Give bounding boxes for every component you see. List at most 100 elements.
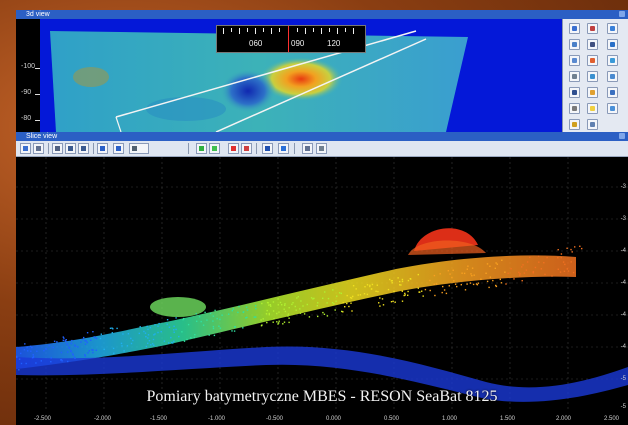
sounding-point	[74, 357, 76, 360]
pointer-icon[interactable]	[569, 71, 580, 82]
terrain-icon[interactable]	[587, 87, 598, 98]
sounding-point	[84, 343, 87, 345]
light-icon[interactable]	[569, 119, 580, 130]
cursor-icon[interactable]	[316, 143, 327, 154]
sounding-point	[168, 342, 170, 344]
3d-view-titlebar[interactable]: 3d view	[16, 10, 628, 19]
pan-icon[interactable]	[569, 39, 580, 50]
sounding-point	[538, 261, 540, 263]
save-view-icon[interactable]	[607, 87, 618, 98]
info-icon[interactable]	[302, 143, 313, 154]
sounding-point	[272, 310, 275, 312]
sounding-point	[540, 268, 542, 270]
sounding-point	[24, 343, 26, 345]
grid-icon[interactable]	[569, 87, 580, 98]
view-icon[interactable]	[607, 23, 618, 34]
y-tick-label: -4	[620, 312, 626, 318]
x-tick-label: -2.500	[34, 416, 52, 422]
sounding-point	[392, 300, 394, 302]
sounding-point	[390, 301, 393, 303]
sounding-point	[212, 315, 215, 317]
sounding-point	[283, 321, 286, 323]
sounding-point	[74, 345, 77, 347]
print-icon[interactable]	[33, 143, 44, 154]
sounding-point	[349, 296, 352, 299]
sounding-point	[322, 297, 324, 299]
sounding-point	[317, 315, 319, 318]
sounding-point	[279, 301, 282, 304]
display-mode-dropdown[interactable]	[129, 143, 149, 154]
animate-icon[interactable]	[607, 103, 618, 114]
sounding-point	[122, 333, 124, 335]
filter-green-icon[interactable]	[196, 143, 207, 154]
sounding-point	[212, 327, 215, 330]
sounding-point	[268, 312, 270, 315]
filter-green-alt-icon[interactable]	[209, 143, 220, 154]
sounding-point	[284, 303, 286, 305]
select-icon[interactable]	[52, 143, 63, 154]
sounding-point	[26, 346, 28, 349]
sounding-point	[183, 340, 186, 342]
settings-icon[interactable]	[587, 119, 598, 130]
compass-label: 060	[249, 39, 263, 48]
sounding-point	[272, 301, 275, 303]
crosshair-icon[interactable]	[278, 143, 289, 154]
sounding-point	[175, 317, 177, 319]
bulb-icon[interactable]	[587, 103, 598, 114]
sounding-point	[519, 274, 521, 276]
sounding-point	[348, 305, 350, 308]
sounding-point	[145, 345, 147, 348]
layers-icon[interactable]	[587, 23, 598, 34]
rotate-icon[interactable]	[569, 23, 580, 34]
sounding-point	[166, 319, 169, 321]
sounding-point	[126, 345, 129, 347]
x-tick-label: -1.000	[208, 416, 226, 422]
3d-view-title: 3d view	[26, 11, 50, 18]
sounding-point	[466, 283, 468, 285]
probe-icon[interactable]	[262, 143, 273, 154]
zoom-in-icon[interactable]	[65, 143, 76, 154]
sounding-point	[376, 284, 378, 286]
sounding-point	[470, 273, 472, 275]
sounding-point	[399, 284, 401, 286]
arrow-right-icon[interactable]	[97, 143, 108, 154]
list-icon[interactable]	[587, 39, 598, 50]
sounding-point	[83, 336, 85, 339]
sounding-point	[486, 263, 489, 265]
measure-icon[interactable]	[569, 103, 580, 114]
flag-red-icon[interactable]	[228, 143, 239, 154]
zoom-icon[interactable]	[569, 55, 580, 66]
zoom-out-icon[interactable]	[78, 143, 89, 154]
sounding-point	[276, 321, 278, 323]
globe-icon[interactable]	[607, 55, 618, 66]
3d-viewport[interactable]: -100 -90 -80 060 090	[16, 19, 562, 132]
sounding-point	[418, 291, 420, 293]
sounding-point	[147, 342, 149, 344]
slice-view-titlebar[interactable]: Slice view	[16, 132, 628, 141]
sounding-point	[70, 349, 72, 352]
pin-icon[interactable]	[619, 133, 625, 139]
sounding-point	[173, 329, 175, 331]
vertical-line-icon[interactable]	[113, 143, 124, 154]
sounding-point	[73, 356, 76, 358]
sounding-point	[94, 337, 96, 339]
sounding-point	[266, 321, 268, 324]
export-icon[interactable]	[607, 71, 618, 82]
slice-point-cloud-view[interactable]: Pomiary batymetryczne MBES - RESON SeaBa…	[16, 157, 628, 425]
sounding-point	[40, 360, 42, 362]
pin-icon[interactable]	[619, 11, 625, 17]
sounding-point	[152, 343, 154, 345]
surface-icon[interactable]	[587, 71, 598, 82]
sounding-point	[292, 302, 294, 304]
sounding-point	[359, 294, 362, 296]
sounding-point	[246, 309, 249, 311]
camera-icon[interactable]	[607, 39, 618, 50]
sounding-point	[70, 342, 72, 345]
sounding-point	[143, 330, 145, 333]
sounding-point	[323, 313, 326, 315]
color-scale-icon[interactable]	[587, 55, 598, 66]
sounding-point	[277, 304, 279, 306]
sounding-point	[145, 336, 147, 338]
flag-icon[interactable]	[241, 143, 252, 154]
rotate-icon[interactable]	[20, 143, 31, 154]
